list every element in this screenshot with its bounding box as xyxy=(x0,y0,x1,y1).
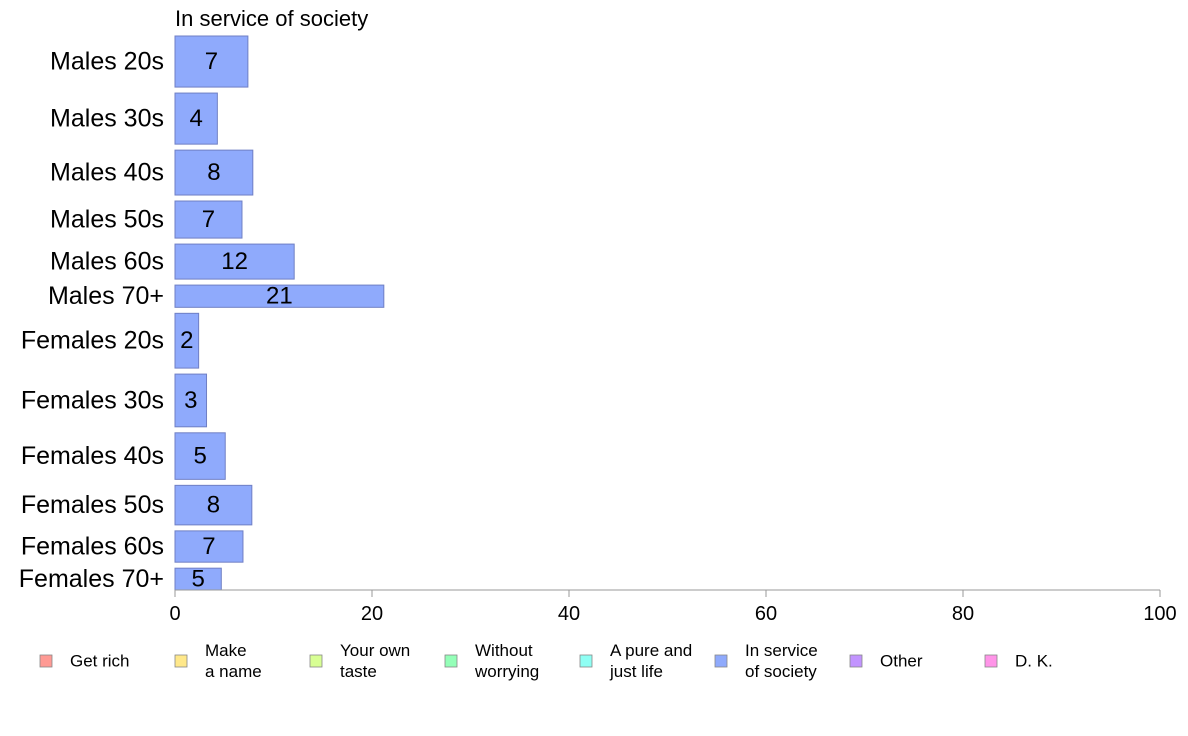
value-label: 8 xyxy=(207,492,220,519)
value-label: 5 xyxy=(193,443,206,470)
legend-label: Make xyxy=(205,641,247,660)
legend-swatch xyxy=(714,654,728,668)
legend-swatch xyxy=(39,654,53,668)
legend-label: Your own xyxy=(340,641,410,660)
value-label: 21 xyxy=(266,283,293,310)
category-label: Females 20s xyxy=(21,327,164,355)
x-tick-label: 0 xyxy=(169,603,180,625)
legend-swatch xyxy=(309,654,323,668)
category-label: Females 70+ xyxy=(19,565,164,593)
bar xyxy=(174,432,226,480)
legend: Get rich Make a name Your own taste Without wo… xyxy=(39,641,1053,681)
legend-label: A pure and xyxy=(610,641,692,660)
legend-label: Without xyxy=(475,641,533,660)
category-label: Females 30s xyxy=(21,386,164,414)
value-label: 7 xyxy=(202,206,215,233)
value-label: 4 xyxy=(189,105,202,132)
x-tick-label: 60 xyxy=(755,603,777,625)
legend-swatch xyxy=(984,654,998,668)
category-label: Males 40s xyxy=(50,159,164,187)
value-label: 7 xyxy=(205,48,218,75)
x-tick-label: 100 xyxy=(1143,603,1176,625)
legend-swatch xyxy=(174,654,188,668)
category-label: Males 30s xyxy=(50,105,164,133)
legend-label: In service xyxy=(745,641,818,660)
legend-label: of society xyxy=(745,662,817,681)
bars-layer: Males 20s 7 Males 30s 4 Males 40s 8 Males 50s 7… xyxy=(19,35,385,593)
legend-label: worrying xyxy=(474,662,539,681)
bar xyxy=(174,312,200,369)
bar xyxy=(174,484,253,526)
value-label: 3 xyxy=(184,387,197,414)
category-label: Females 50s xyxy=(21,491,164,519)
legend-label: Other xyxy=(880,652,923,671)
value-label: 12 xyxy=(221,248,248,275)
bar xyxy=(174,243,295,280)
bar xyxy=(174,373,208,428)
bar xyxy=(174,149,254,196)
value-label: 7 xyxy=(202,533,215,560)
value-label: 8 xyxy=(207,159,220,186)
bar xyxy=(174,530,244,563)
legend-label: just life xyxy=(609,662,663,681)
category-label: Males 60s xyxy=(50,248,164,276)
legend-label: a name xyxy=(205,662,262,681)
category-label: Males 50s xyxy=(50,206,164,234)
category-label: Males 70+ xyxy=(48,282,164,310)
x-tick-label: 20 xyxy=(361,603,383,625)
x-tick-label: 80 xyxy=(952,603,974,625)
bar xyxy=(174,35,249,88)
legend-label: D. K. xyxy=(1015,652,1053,671)
legend-label: taste xyxy=(340,662,377,681)
legend-swatch xyxy=(849,654,863,668)
value-label: 2 xyxy=(180,327,193,354)
category-label: Males 20s xyxy=(50,48,164,76)
bar xyxy=(174,284,385,308)
x-axis: 0 20 40 60 80 100 xyxy=(169,589,1177,625)
value-label: 5 xyxy=(191,566,204,593)
bar xyxy=(174,92,218,145)
legend-swatch xyxy=(579,654,593,668)
legend-swatch xyxy=(444,654,458,668)
category-label: Females 60s xyxy=(21,533,164,561)
x-tick-label: 40 xyxy=(558,603,580,625)
chart-title: In service of society xyxy=(175,6,368,31)
bar xyxy=(174,200,243,239)
category-label: Females 40s xyxy=(21,442,164,470)
legend-label: Get rich xyxy=(70,652,130,671)
